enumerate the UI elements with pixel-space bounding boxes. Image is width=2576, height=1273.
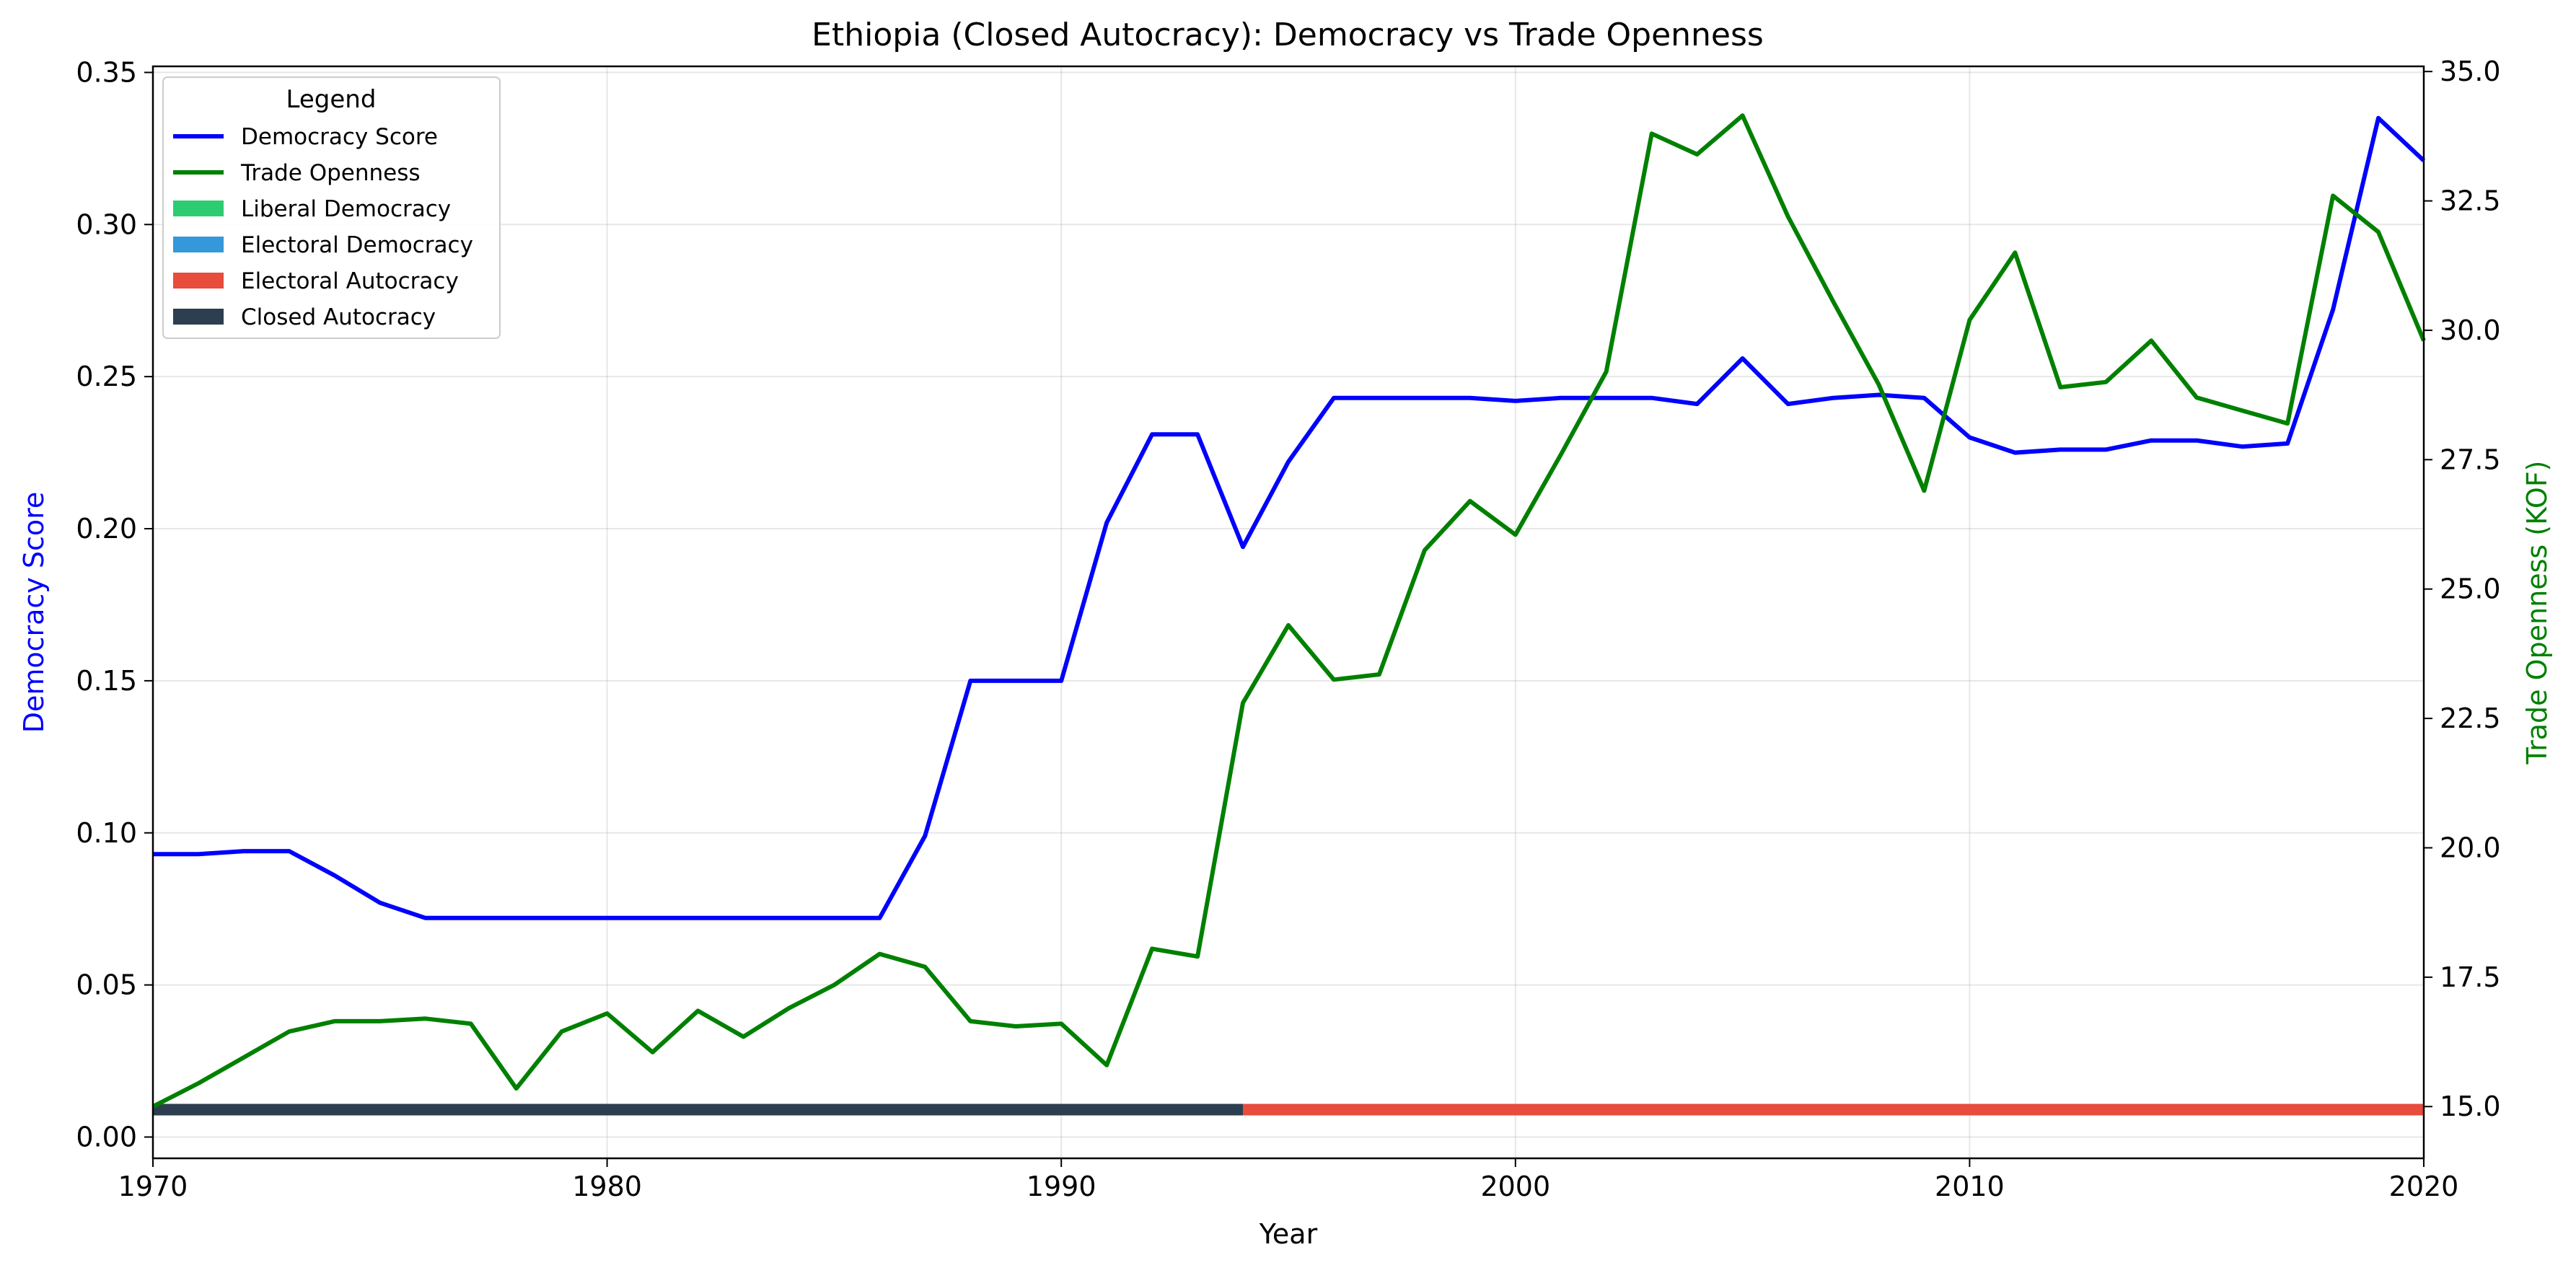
legend-item: Electoral Autocracy bbox=[173, 268, 459, 294]
legend-item: Trade Openness bbox=[173, 160, 421, 186]
grid bbox=[152, 66, 2425, 1158]
y-left-tick-label: 0.15 bbox=[76, 665, 137, 697]
legend: Legend Democracy Score Trade Openness Libe… bbox=[162, 76, 501, 339]
trade-openness-line bbox=[151, 113, 2426, 1109]
y-left-tick-label: 0.05 bbox=[76, 969, 137, 1001]
legend-patch-swatch bbox=[173, 201, 224, 216]
y-left-tick-label: 0.10 bbox=[76, 817, 137, 849]
legend-label: Electoral Autocracy bbox=[241, 268, 459, 294]
y-right-tick-label: 32.5 bbox=[2440, 185, 2501, 217]
x-tick-label: 1980 bbox=[572, 1171, 642, 1202]
legend-title: Legend bbox=[286, 85, 377, 114]
y-right-tick-label: 17.5 bbox=[2440, 961, 2501, 993]
democracy-score-line bbox=[153, 115, 2426, 920]
legend-label: Democracy Score bbox=[241, 124, 438, 150]
y-left-tick-label: 0.25 bbox=[76, 361, 137, 392]
y-axis-left: 0.00 0.05 0.10 0.15 0.20 0.25 0.30 0.35 bbox=[76, 56, 153, 1153]
x-tick-label: 2010 bbox=[1935, 1171, 2005, 1202]
x-axis-label: Year bbox=[1259, 1218, 1318, 1250]
legend-patch-swatch bbox=[173, 309, 224, 325]
y-left-tick-label: 0.30 bbox=[76, 208, 137, 240]
chart-title: Ethiopia (Closed Autocracy): Democracy v… bbox=[812, 17, 1764, 53]
plot-frame bbox=[151, 65, 2425, 1160]
y-right-tick-label: 27.5 bbox=[2440, 444, 2501, 475]
x-tick-label: 2020 bbox=[2389, 1171, 2459, 1202]
legend-item: Closed Autocracy bbox=[173, 304, 436, 330]
legend-item: Liberal Democracy bbox=[173, 196, 451, 222]
y-axis-left-label: Democracy Score bbox=[18, 492, 50, 734]
legend-patch-swatch bbox=[173, 273, 224, 288]
y-right-tick-label: 22.5 bbox=[2440, 702, 2501, 734]
y-axis-right: 15.0 17.5 20.0 22.5 25.0 27.5 30.0 32.5 35.0 bbox=[2424, 56, 2501, 1122]
legend-items: Democracy Score Trade Openness Liberal Dem… bbox=[173, 124, 473, 330]
y-right-tick-label: 25.0 bbox=[2440, 573, 2501, 605]
legend-item: Electoral Democracy bbox=[173, 232, 473, 258]
y-right-tick-label: 20.0 bbox=[2440, 832, 2501, 863]
y-left-tick-label: 0.00 bbox=[76, 1121, 137, 1153]
legend-item: Democracy Score bbox=[173, 124, 438, 150]
y-right-tick-label: 35.0 bbox=[2440, 56, 2501, 87]
y-right-tick-label: 30.0 bbox=[2440, 314, 2501, 346]
legend-label: Trade Openness bbox=[240, 160, 421, 186]
legend-box bbox=[162, 76, 501, 339]
y-left-tick-label: 0.20 bbox=[76, 513, 137, 545]
y-left-tick-label: 0.35 bbox=[76, 56, 137, 88]
legend-label: Electoral Democracy bbox=[241, 232, 473, 258]
legend-label: Liberal Democracy bbox=[241, 196, 451, 222]
x-axis: 1970 1980 1990 2000 2010 2020 bbox=[118, 1158, 2459, 1202]
series-lines bbox=[151, 113, 2426, 1109]
x-tick-label: 2000 bbox=[1480, 1171, 1550, 1202]
y-axis-right-label: Trade Openness (KOF) bbox=[2521, 460, 2553, 765]
legend-patch-swatch bbox=[173, 237, 224, 252]
legend-label: Closed Autocracy bbox=[241, 304, 436, 330]
x-tick-label: 1990 bbox=[1027, 1171, 1096, 1202]
x-tick-label: 1970 bbox=[118, 1171, 188, 1202]
y-right-tick-label: 15.0 bbox=[2440, 1091, 2501, 1122]
